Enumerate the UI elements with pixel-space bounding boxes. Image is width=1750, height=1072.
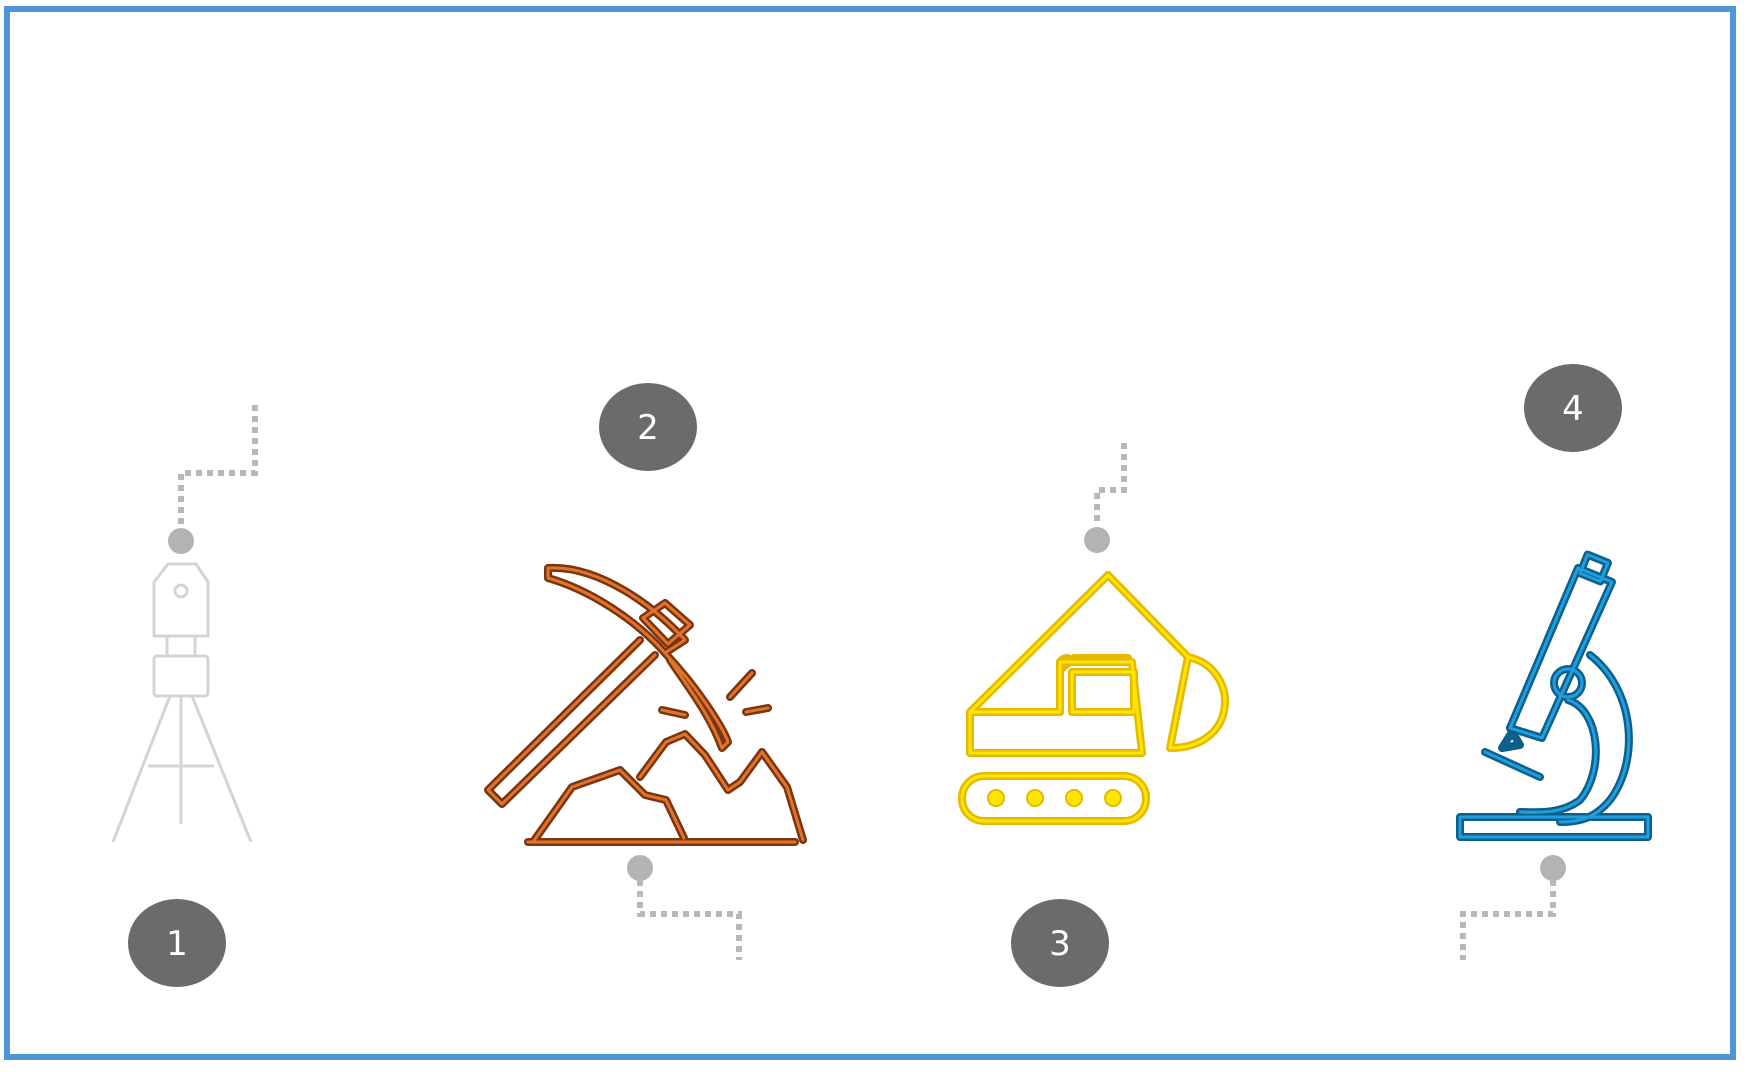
- diagram-frame: [4, 6, 1736, 1060]
- connector-dot-3: [1084, 527, 1110, 553]
- step-badge-4: 4: [1524, 364, 1622, 452]
- step-number-4: 4: [1562, 389, 1584, 429]
- step-number-3: 3: [1049, 924, 1071, 964]
- connector-dot-1: [168, 528, 194, 554]
- step-badge-1: 1: [128, 899, 226, 987]
- excavator-icon: [958, 571, 1229, 825]
- connector-dot-2: [627, 855, 653, 881]
- microscope-icon: [1456, 550, 1652, 841]
- connector-4: [1460, 880, 1556, 960]
- surveying-total-station-icon: [111, 562, 253, 843]
- connector-3: [1094, 443, 1127, 525]
- connector-2: [637, 880, 742, 960]
- step-badge-2: 2: [599, 383, 697, 471]
- step-number-2: 2: [637, 408, 659, 448]
- step-number-1: 1: [166, 924, 188, 964]
- pickaxe-rocks-icon: [484, 563, 807, 846]
- step-badge-3: 3: [1011, 899, 1109, 987]
- connector-dot-4: [1540, 855, 1566, 881]
- connector-1: [178, 405, 258, 530]
